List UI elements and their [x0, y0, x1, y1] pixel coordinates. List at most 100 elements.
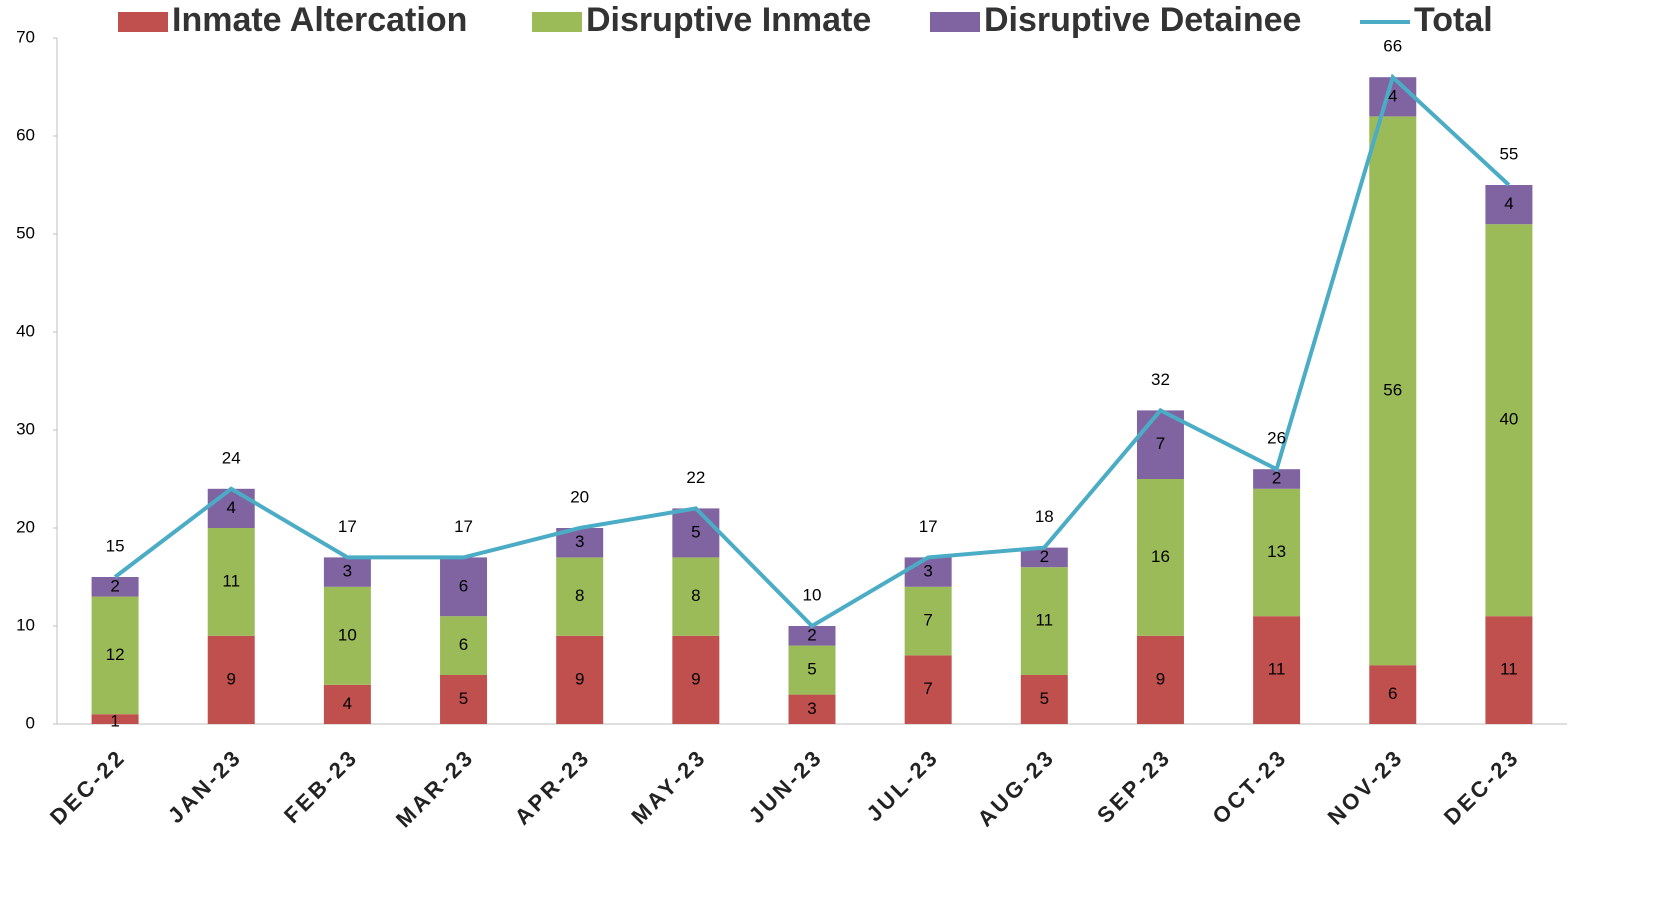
data-label: 11 [1268, 660, 1286, 679]
legend-marker [118, 12, 168, 32]
bar-segment [672, 508, 720, 558]
legend-label: Total [1414, 1, 1493, 39]
data-label: 6 [1388, 684, 1397, 703]
data-label: 1 [110, 712, 119, 731]
data-label: 3 [807, 699, 816, 718]
bar-segment [556, 557, 604, 636]
y-tick-label: 60 [16, 125, 35, 144]
data-label: 2 [110, 576, 119, 595]
data-label: 5 [807, 660, 816, 679]
x-tick-label: MAR-23 [391, 744, 479, 832]
data-label: 9 [691, 669, 700, 688]
data-label: 8 [575, 586, 584, 605]
data-label: 5 [691, 522, 700, 541]
data-label: 16 [1151, 547, 1170, 566]
data-label: 11 [222, 571, 240, 590]
y-tick-label: 10 [16, 615, 35, 634]
x-tick-label: DEC-22 [45, 744, 131, 830]
data-label: 17 [919, 517, 938, 536]
bar-segment [1020, 675, 1068, 724]
x-tick-label: FEB-23 [279, 744, 363, 828]
data-label: 9 [226, 669, 235, 688]
legend-label: Inmate Altercation [172, 1, 467, 39]
data-label: 13 [1267, 542, 1286, 561]
bar-segment [1253, 469, 1301, 489]
data-label: 4 [226, 498, 235, 517]
y-tick-label: 0 [26, 713, 35, 732]
data-label: 66 [1383, 37, 1402, 56]
bar-segment [1369, 116, 1417, 666]
bar-segment [904, 655, 952, 724]
data-label: 6 [459, 576, 468, 595]
data-label: 11 [1500, 660, 1518, 679]
bar-segment [788, 645, 836, 695]
legend-label: Disruptive Detainee [984, 1, 1301, 39]
bar-segment [672, 557, 720, 636]
bar-segment [556, 635, 604, 724]
data-label: 2 [1040, 547, 1049, 566]
bar-segment [1485, 224, 1533, 617]
data-label: 9 [575, 669, 584, 688]
data-label: 10 [338, 625, 357, 644]
data-label: 56 [1383, 380, 1402, 399]
x-tick-label: APR-23 [510, 744, 596, 830]
data-label: 20 [570, 487, 589, 506]
bar-segment [1136, 635, 1184, 724]
bar-segment [1020, 567, 1068, 675]
x-tick-label: NOV-23 [1323, 744, 1409, 830]
bar-segment [91, 577, 139, 597]
data-label: 3 [923, 562, 932, 581]
bar-segment [1136, 410, 1184, 479]
data-label: 32 [1151, 370, 1170, 389]
data-label: 6 [459, 635, 468, 654]
data-label: 4 [343, 694, 352, 713]
bar-segment [91, 596, 139, 715]
total-line [113, 73, 1511, 629]
data-label: 12 [106, 645, 125, 664]
x-tick-label: AUG-23 [972, 744, 1059, 831]
data-label: 17 [338, 517, 357, 536]
legend-label: Disruptive Inmate [586, 1, 871, 39]
bar-segment [207, 635, 255, 724]
bar-segment [207, 528, 255, 636]
bar-segment [440, 616, 488, 675]
data-label: 11 [1035, 611, 1053, 630]
legend-marker [532, 12, 582, 32]
data-label: 55 [1499, 144, 1518, 163]
x-tick-label: DEC-23 [1439, 744, 1525, 830]
bar-segment [672, 635, 720, 724]
data-label: 4 [1504, 194, 1513, 213]
data-label: 3 [575, 532, 584, 551]
bar-segment [323, 684, 371, 724]
x-tick-label: SEP-23 [1092, 744, 1176, 828]
bar-segment [91, 714, 139, 724]
bar-segment [440, 675, 488, 724]
x-tick-label: MAY-23 [626, 744, 711, 829]
data-label: 4 [1388, 86, 1397, 105]
bar-segment [1136, 479, 1184, 636]
bar-segment [1253, 488, 1301, 617]
bar-segment [440, 557, 488, 617]
data-label: 26 [1267, 429, 1286, 448]
data-label: 7 [1156, 434, 1165, 453]
data-label: 5 [459, 689, 468, 708]
data-label: 7 [923, 611, 932, 630]
bar-segment [904, 557, 952, 587]
data-label: 22 [686, 468, 705, 487]
bar-segment [904, 586, 952, 656]
data-label: 5 [1040, 689, 1049, 708]
bar-segment [207, 488, 255, 528]
bar-segment [323, 586, 371, 685]
data-label: 3 [343, 562, 352, 581]
bar-segment [1369, 665, 1417, 724]
data-label: 10 [803, 585, 822, 604]
x-tick-label: JAN-23 [163, 744, 247, 828]
y-tick-label: 50 [16, 223, 35, 242]
data-label: 18 [1035, 507, 1054, 526]
x-tick-label: JUL-23 [862, 744, 944, 826]
bar-segment [1485, 616, 1533, 724]
y-tick-label: 20 [16, 517, 35, 536]
y-tick-label: 70 [16, 27, 35, 46]
y-tick-label: 30 [16, 419, 35, 438]
bar-segment [1485, 185, 1533, 225]
